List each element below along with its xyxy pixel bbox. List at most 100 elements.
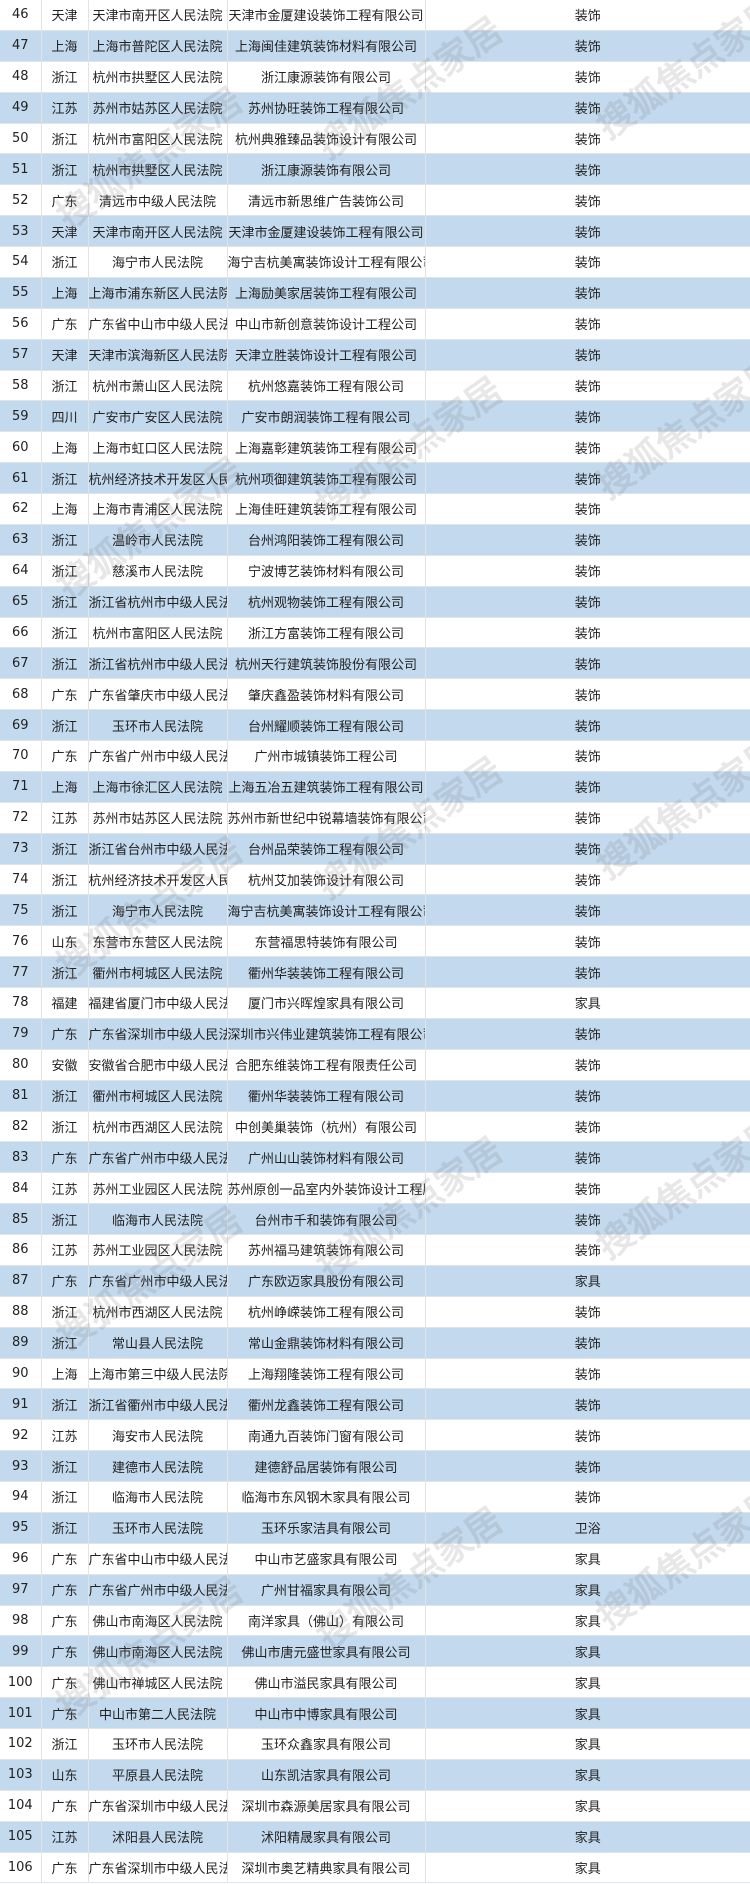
cell-category: 家具 xyxy=(425,1852,750,1884)
cell-row-number: 53 xyxy=(0,215,42,247)
cell-category: 装饰 xyxy=(425,925,750,958)
cell-company: 衢州龙鑫装饰工程有限公司 xyxy=(227,1388,426,1421)
table-row: 63 浙江 温岭市人民法院 台州鸿阳装饰工程有限公司 装饰 xyxy=(0,524,750,556)
cell-court: 浙江省衢州市中级人民法院 xyxy=(88,1388,228,1421)
cell-category: 装饰 xyxy=(425,524,750,556)
cell-court: 上海市虹口区人民法院 xyxy=(88,431,228,464)
cell-category: 装饰 xyxy=(425,740,750,772)
cell-row-number: 65 xyxy=(0,586,42,618)
cell-row-number: 96 xyxy=(0,1543,42,1575)
cell-company: 佛山市唐元盛世家具有限公司 xyxy=(227,1635,426,1668)
table-row: 87广东广东省广州市中级人民法院广东欧迈家具股份有限公司家具 xyxy=(0,1265,750,1297)
cell-category: 装饰 xyxy=(425,370,750,402)
cell-row-number: 76 xyxy=(0,925,42,958)
cell-category: 装饰 xyxy=(425,678,750,711)
table-row: 82 浙江 杭州市西湖区人民法院 中创美巢装饰（杭州）有限公司 装饰 xyxy=(0,1111,750,1143)
table-row: 59 四川 广安市广安区人民法院 广安市朗润装饰工程有限公司 装饰 xyxy=(0,400,750,433)
cell-category: 装饰 xyxy=(425,555,750,587)
cell-company: 临海市东风钢木家具有限公司 xyxy=(227,1481,426,1513)
cell-court: 临海市人民法院 xyxy=(88,1203,228,1235)
cell-category: 装饰 xyxy=(425,647,750,680)
cell-company: 上海励美家居装饰工程有限公司 xyxy=(227,277,426,309)
cell-row-number: 101 xyxy=(0,1697,42,1729)
cell-court: 广东省肇庆市中级人民法院 xyxy=(88,678,228,711)
cell-province: 江苏 xyxy=(41,1234,89,1266)
cell-row-number: 77 xyxy=(0,956,42,988)
cell-province: 浙江 xyxy=(41,1080,89,1112)
cell-category: 装饰 xyxy=(425,215,750,247)
cell-row-number: 78 xyxy=(0,987,42,1019)
table-row: 105 江苏 沭阳县人民法院 沭阳精晟家具有限公司 家具 xyxy=(0,1821,750,1853)
cell-category: 装饰 xyxy=(425,1203,750,1235)
table-row: 91浙江浙江省衢州市中级人民法院衢州龙鑫装饰工程有限公司装饰 xyxy=(0,1388,750,1421)
cell-court: 上海市青浦区人民法院 xyxy=(88,493,228,525)
cell-province: 浙江 xyxy=(41,709,89,741)
cell-court: 苏州市姑苏区人民法院 xyxy=(88,92,228,124)
cell-court: 苏州工业园区人民法院 xyxy=(88,1234,228,1266)
cell-court: 杭州市拱墅区人民法院 xyxy=(88,61,228,93)
cell-province: 上海 xyxy=(41,431,89,464)
cell-court: 广东省深圳市中级人民法院 xyxy=(88,1790,228,1822)
cell-category: 装饰 xyxy=(425,1141,750,1174)
cell-province: 浙江 xyxy=(41,1450,89,1482)
cell-province: 广东 xyxy=(41,740,89,772)
table-row: 77 浙江 衢州市柯城区人民法院 衢州华装装饰工程有限公司 装饰 xyxy=(0,956,750,988)
cell-province: 山东 xyxy=(41,1759,89,1791)
cell-province: 广东 xyxy=(41,184,89,217)
table-row: 65浙江浙江省杭州市中级人民法院杭州观物装饰工程有限公司装饰 xyxy=(0,586,750,618)
cell-row-number: 104 xyxy=(0,1790,42,1822)
cell-category: 装饰 xyxy=(425,431,750,464)
table-row: 106广东广东省深圳市中级人民法院深圳市奥艺精典家具有限公司家具 xyxy=(0,1852,750,1884)
cell-row-number: 83 xyxy=(0,1141,42,1174)
table-row: 76 山东 东营市东营区人民法院 东营福思特装饰有限公司 装饰 xyxy=(0,925,750,958)
cell-row-number: 68 xyxy=(0,678,42,711)
cell-row-number: 71 xyxy=(0,771,42,803)
cell-court: 广东省广州市中级人民法院 xyxy=(88,740,228,772)
cell-category: 家具 xyxy=(425,1790,750,1822)
cell-category: 装饰 xyxy=(425,864,750,896)
table-row: 75 浙江 海宁市人民法院 海宁吉杭美寓装饰设计工程有限公司 装饰 xyxy=(0,894,750,927)
cell-company: 上海翔隆装饰工程有限公司 xyxy=(227,1358,426,1390)
cell-province: 浙江 xyxy=(41,1512,89,1544)
cell-row-number: 54 xyxy=(0,246,42,278)
cell-court: 东营市东营区人民法院 xyxy=(88,925,228,958)
table-row: 58 浙江 杭州市萧山区人民法院 杭州悠嘉装饰工程有限公司 装饰 xyxy=(0,370,750,402)
cell-province: 上海 xyxy=(41,1358,89,1390)
table-row: 66 浙江 杭州市富阳区人民法院 浙江方富装饰工程有限公司 装饰 xyxy=(0,617,750,649)
cell-court: 上海市普陀区人民法院 xyxy=(88,30,228,62)
cell-province: 江苏 xyxy=(41,1821,89,1853)
cell-province: 安徽 xyxy=(41,1049,89,1081)
cell-category: 装饰 xyxy=(425,123,750,155)
table-row: 68广东广东省肇庆市中级人民法院肇庆鑫盈装饰材料有限公司装饰 xyxy=(0,678,750,711)
cell-category: 家具 xyxy=(425,1666,750,1699)
table-row: 56广东广东省中山市中级人民法院中山市新创意装饰设计工程公司装饰 xyxy=(0,308,750,340)
table-row: 104广东广东省深圳市中级人民法院深圳市森源美居家具有限公司家具 xyxy=(0,1790,750,1822)
cell-company: 中山市新创意装饰设计工程公司 xyxy=(227,308,426,340)
cell-row-number: 47 xyxy=(0,30,42,62)
cell-category: 家具 xyxy=(425,1759,750,1791)
cell-company: 浙江康源装饰有限公司 xyxy=(227,153,426,186)
table-row: 67浙江浙江省杭州市中级人民法院杭州天行建筑装饰股份有限公司装饰 xyxy=(0,647,750,680)
cell-province: 浙江 xyxy=(41,1327,89,1359)
cell-court: 海安市人民法院 xyxy=(88,1419,228,1452)
table-row: 69 浙江 玉环市人民法院 台州耀顺装饰工程有限公司 装饰 xyxy=(0,709,750,741)
table-row: 71 上海 上海市徐汇区人民法院 上海五冶五建筑装饰工程有限公司 装饰 xyxy=(0,771,750,803)
cell-court: 玉环市人民法院 xyxy=(88,1512,228,1544)
cell-category: 装饰 xyxy=(425,339,750,371)
table-row: 86 江苏 苏州工业园区人民法院 苏州福马建筑装饰有限公司 装饰 xyxy=(0,1234,750,1266)
cell-province: 浙江 xyxy=(41,894,89,927)
cell-row-number: 84 xyxy=(0,1172,42,1205)
cell-province: 四川 xyxy=(41,400,89,433)
cell-court: 杭州市西湖区人民法院 xyxy=(88,1296,228,1328)
cell-category: 装饰 xyxy=(425,400,750,433)
cell-row-number: 89 xyxy=(0,1327,42,1359)
cell-company: 杭州典雅臻品装饰设计有限公司 xyxy=(227,123,426,155)
table-row: 47 上海 上海市普陀区人民法院 上海闽佳建筑装饰材料有限公司 装饰 xyxy=(0,30,750,62)
cell-row-number: 52 xyxy=(0,184,42,217)
cell-company: 天津立胜装饰设计工程有限公司 xyxy=(227,339,426,371)
cell-court: 广东省广州市中级人民法院 xyxy=(88,1141,228,1174)
cell-province: 广东 xyxy=(41,678,89,711)
table-row: 85 浙江 临海市人民法院 台州市千和装饰有限公司 装饰 xyxy=(0,1203,750,1235)
cell-category: 装饰 xyxy=(425,1481,750,1513)
cell-category: 装饰 xyxy=(425,1327,750,1359)
